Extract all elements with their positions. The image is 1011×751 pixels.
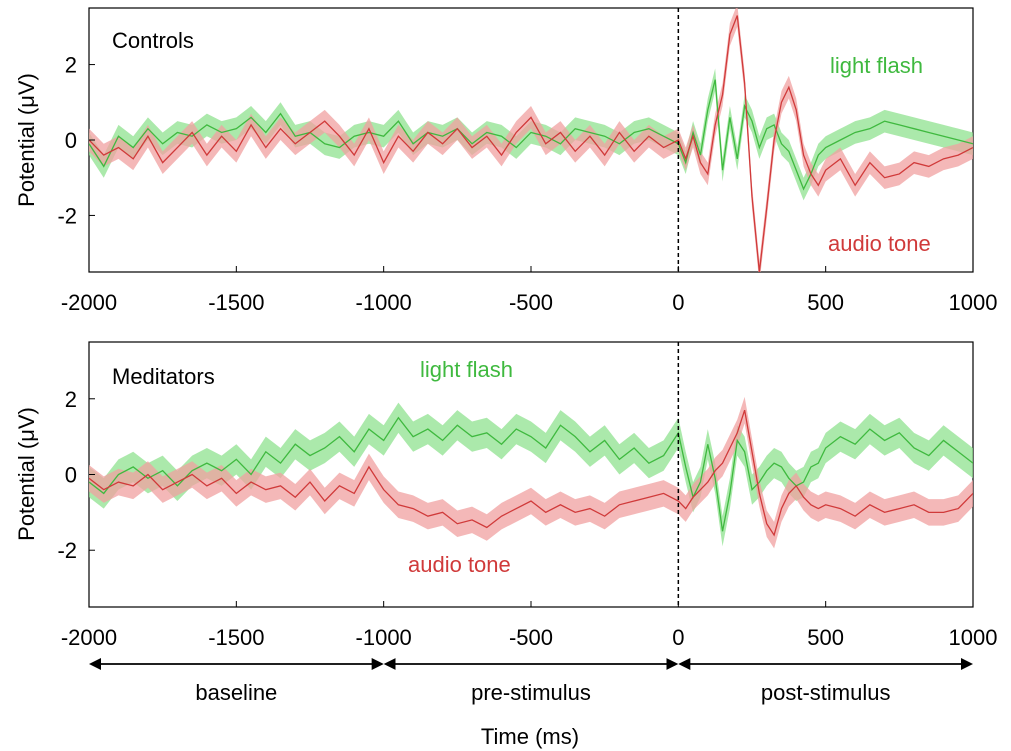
baseline-label: baseline <box>195 680 277 705</box>
controls-series-lines <box>89 15 973 272</box>
meditators-audio-tone-error-band <box>89 396 973 549</box>
y-tick-label: 0 <box>65 463 77 488</box>
x-tick-label: 500 <box>807 290 844 315</box>
x-tick-label: 1000 <box>949 290 998 315</box>
y-tick-label: -2 <box>57 538 77 563</box>
controls-y-axis-label: Potential (μV) <box>14 73 39 207</box>
y-tick-label: -2 <box>57 203 77 228</box>
controls-light-flash-line <box>89 79 973 191</box>
pre-stimulus-label: pre-stimulus <box>471 680 591 705</box>
y-tick-label: 2 <box>65 387 77 412</box>
meditators-audio-tone-label: audio tone <box>408 552 511 577</box>
meditators-panel: -2000 -1500 -1000 -500 0 500 1000 -2 0 2 Meditat… <box>14 341 998 650</box>
x-tick-label: 0 <box>672 625 684 650</box>
meditators-light-flash-line <box>89 416 973 532</box>
meditators-audio-tone-line <box>89 409 973 537</box>
phase-annotations: baseline pre-stimulus post-stimulus <box>89 658 973 705</box>
controls-y-ticks: -2 0 2 <box>57 53 95 228</box>
controls-audio-tone-line <box>89 15 973 272</box>
x-tick-label: -1500 <box>208 290 264 315</box>
controls-light-flash-label: light flash <box>830 53 923 78</box>
meditators-x-ticks: -2000 -1500 -1000 -500 0 500 1000 <box>61 601 998 650</box>
controls-panel-title: Controls <box>112 28 194 53</box>
y-tick-label: 0 <box>65 128 77 153</box>
y-tick-label: 2 <box>65 53 77 78</box>
x-tick-label: -1500 <box>208 625 264 650</box>
controls-error-bands <box>89 8 973 272</box>
post-stimulus-label: post-stimulus <box>761 680 891 705</box>
x-axis-label: Time (ms) <box>481 724 579 749</box>
controls-audio-tone-error-band <box>89 8 973 272</box>
x-tick-label: 500 <box>807 625 844 650</box>
x-tick-label: -2000 <box>61 290 117 315</box>
meditators-error-bands <box>89 396 973 549</box>
meditators-y-ticks: -2 0 2 <box>57 387 95 563</box>
x-tick-label: 0 <box>672 290 684 315</box>
controls-audio-tone-label: audio tone <box>828 231 931 256</box>
x-tick-label: -500 <box>509 290 553 315</box>
x-tick-label: -1000 <box>356 290 412 315</box>
x-tick-label: 1000 <box>949 625 998 650</box>
x-tick-label: -1000 <box>356 625 412 650</box>
meditators-light-flash-label: light flash <box>420 357 513 382</box>
meditators-series-lines <box>89 409 973 537</box>
meditators-y-axis-label: Potential (μV) <box>14 407 39 541</box>
x-tick-label: -2000 <box>61 625 117 650</box>
controls-light-flash-error-band <box>89 68 973 201</box>
controls-x-ticks: -2000 -1500 -1000 -500 0 500 1000 <box>61 266 998 315</box>
meditators-panel-title: Meditators <box>112 364 215 389</box>
controls-panel: -2000 -1500 -1000 -500 0 500 1000 -2 0 2 Control… <box>14 7 998 315</box>
x-tick-label: -500 <box>509 625 553 650</box>
